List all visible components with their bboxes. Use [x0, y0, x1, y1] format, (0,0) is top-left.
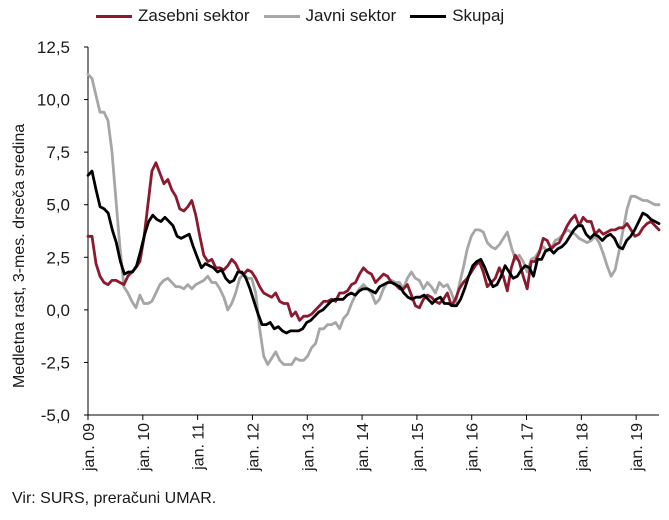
x-tick-label: jan. 09	[81, 423, 98, 472]
x-tick-label: jan. 19	[629, 423, 646, 472]
legend-label-zasebni: Zasebni sektor	[138, 6, 250, 25]
x-tick-label: jan. 17	[520, 423, 537, 472]
y-tick-label: 10,0	[37, 91, 70, 110]
legend-item-zasebni: Zasebni sektor	[96, 6, 250, 26]
legend-swatch-zasebni	[96, 14, 132, 18]
x-tick-label: jan. 13	[300, 423, 317, 472]
x-tick-label: jan. 14	[355, 423, 372, 472]
x-tick-label: jan. 11	[191, 423, 208, 471]
series-line-skupaj	[86, 169, 661, 335]
x-tick-label: jan. 12	[245, 423, 262, 472]
source-note: Vir: SURS, preračuni UMAR.	[12, 490, 217, 507]
y-tick-label: -2,5	[41, 353, 70, 372]
x-tick-label: jan. 18	[574, 423, 591, 472]
series-line-zasebni-sektor	[86, 161, 661, 322]
chart-legend: Zasebni sektor Javni sektor Skupaj	[96, 6, 504, 26]
x-tick-label: jan. 15	[410, 423, 427, 472]
legend-item-javni: Javni sektor	[263, 6, 397, 26]
y-tick-label: 5,0	[46, 196, 70, 215]
x-tick-label: jan. 10	[136, 423, 153, 472]
legend-label-javni: Javni sektor	[305, 6, 397, 25]
series-line-javni-sektor	[86, 72, 661, 366]
y-tick-label: 0,0	[46, 301, 70, 320]
y-tick-label: 7,5	[46, 143, 70, 162]
x-tick-label: jan. 16	[465, 423, 482, 472]
y-tick-label: 2,5	[46, 248, 70, 267]
legend-item-skupaj: Skupaj	[410, 6, 504, 26]
y-tick-label: -5,0	[41, 406, 70, 425]
legend-label-skupaj: Skupaj	[452, 6, 505, 25]
legend-swatch-javni	[263, 14, 300, 18]
y-tick-label: 12,5	[37, 38, 70, 57]
legend-swatch-skupaj	[410, 14, 447, 18]
